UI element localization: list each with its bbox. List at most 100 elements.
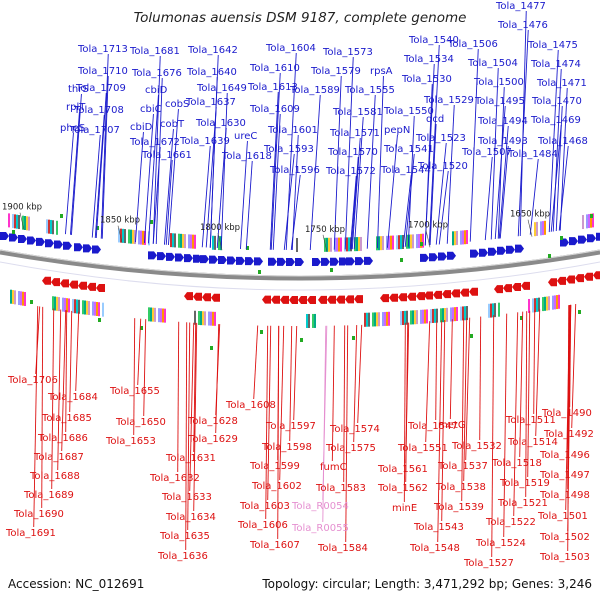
forward-feature-block [420, 233, 422, 248]
forward-gene-label: Tola_1707 [69, 125, 120, 136]
forward-gene-label: Tola_1642 [187, 45, 238, 56]
reverse-gene-label: Tola_1532 [451, 441, 502, 452]
forward-gene-arrow [157, 252, 166, 261]
forward-gene-arrow [200, 255, 209, 264]
forward-feature-block [212, 235, 214, 250]
forward-label-leader [558, 145, 569, 231]
reverse-label-leader [345, 325, 349, 543]
forward-label-leader [333, 75, 342, 250]
reverse-feature-block [552, 295, 554, 310]
reverse-gene-arrow [380, 294, 389, 303]
reverse-gene-label: Tola_1686 [37, 433, 88, 444]
reverse-feature-block [312, 313, 314, 328]
reverse-gene-label: Tola_1551 [397, 443, 448, 454]
accession: Accession: NC_012691 [8, 577, 144, 591]
reverse-feature-block [368, 312, 370, 327]
forward-feature-block [140, 230, 142, 245]
feature-marker [300, 338, 303, 342]
forward-label-leader [220, 92, 228, 249]
feature-marker [578, 310, 581, 314]
forward-label-leader [163, 128, 174, 245]
forward-feature-block [586, 214, 588, 229]
reverse-feature-block [66, 298, 68, 313]
forward-label-leader [143, 113, 154, 244]
forward-gene-label: Tola_1637 [185, 97, 236, 108]
reverse-feature-block [532, 298, 534, 313]
forward-feature-block [456, 230, 458, 245]
reverse-label-leader [357, 324, 363, 424]
reverse-feature-block [544, 296, 546, 311]
reverse-label-leader [253, 325, 259, 400]
forward-gene-label: dcd [426, 114, 444, 125]
forward-gene-arrow [346, 257, 355, 266]
forward-gene-arrow [166, 252, 175, 261]
reverse-label-leader [519, 311, 524, 458]
reverse-gene-label: Tola_1518 [491, 458, 542, 469]
forward-feature-block [194, 234, 196, 249]
reverse-feature-block [460, 306, 462, 321]
reverse-gene-label: Tola_1547 [407, 421, 458, 432]
reverse-feature-block [366, 312, 368, 327]
forward-gene-label: cobT [160, 119, 185, 130]
reverse-feature-block [538, 297, 540, 312]
reverse-gene-arrow [584, 272, 593, 281]
feature-marker [60, 214, 63, 218]
forward-gene-arrow [254, 257, 263, 266]
reverse-gene-arrow [318, 295, 327, 304]
feature-marker [330, 268, 333, 272]
forward-gene-arrow [277, 257, 286, 266]
reverse-feature-block [102, 302, 104, 317]
forward-gene-label: Tola_1506 [447, 39, 498, 50]
reverse-gene-arrow [389, 293, 398, 302]
reverse-gene-arrow [416, 292, 425, 301]
reverse-feature-block [382, 312, 384, 327]
forward-label-leader [550, 124, 562, 232]
forward-feature-block [536, 221, 538, 236]
reverse-label-leader [571, 304, 577, 429]
reverse-feature-block [150, 307, 152, 322]
reverse-feature-block [452, 307, 454, 322]
forward-gene-label: Tola_1649 [196, 83, 247, 94]
reverse-feature-block [12, 290, 14, 305]
reverse-feature-block [426, 309, 428, 324]
forward-feature-block [356, 237, 358, 252]
forward-gene-arrow [364, 256, 373, 265]
forward-label-leader [290, 174, 301, 251]
reverse-feature-block [414, 310, 416, 325]
forward-gene-label: Tola_1555 [344, 85, 395, 96]
forward-feature-block [296, 237, 298, 252]
reverse-feature-block [200, 311, 202, 326]
forward-label-leader [351, 137, 361, 250]
reverse-label-leader [33, 306, 39, 528]
reverse-label-leaders [33, 304, 577, 558]
reverse-feature-block [436, 308, 438, 323]
forward-gene-arrow [560, 238, 569, 247]
forward-gene-arrow [175, 253, 184, 262]
forward-label-leaders [64, 10, 569, 251]
reverse-feature-block [162, 308, 164, 323]
reverse-gene-arrow [307, 295, 316, 304]
forward-feature-block [330, 237, 332, 252]
reverse-label-leader [461, 318, 465, 502]
forward-gene-arrow [321, 257, 330, 266]
forward-label-leader [245, 160, 253, 250]
forward-gene-label: Tola_1530 [401, 74, 452, 85]
forward-gene-arrow [148, 251, 157, 260]
reverse-feature-block [154, 307, 156, 322]
forward-label-leader [386, 134, 398, 248]
reverse-feature-block [430, 309, 432, 324]
forward-label-leader [209, 76, 218, 248]
forward-gene-label: Tola_1484 [507, 149, 558, 160]
reverse-feature-block [556, 295, 558, 310]
reverse-gene-arrow [494, 285, 503, 294]
reverse-label-leader [293, 325, 298, 421]
reverse-feature-block [194, 310, 196, 325]
feature-marker [590, 214, 593, 218]
forward-gene-arrow [587, 234, 596, 243]
forward-feature-block [406, 234, 408, 249]
reverse-feature-block [422, 309, 424, 324]
forward-gene-arrow [438, 252, 447, 261]
reverse-label-leader [51, 308, 55, 490]
kbp-tick-label: 1850 kbp [100, 216, 140, 226]
